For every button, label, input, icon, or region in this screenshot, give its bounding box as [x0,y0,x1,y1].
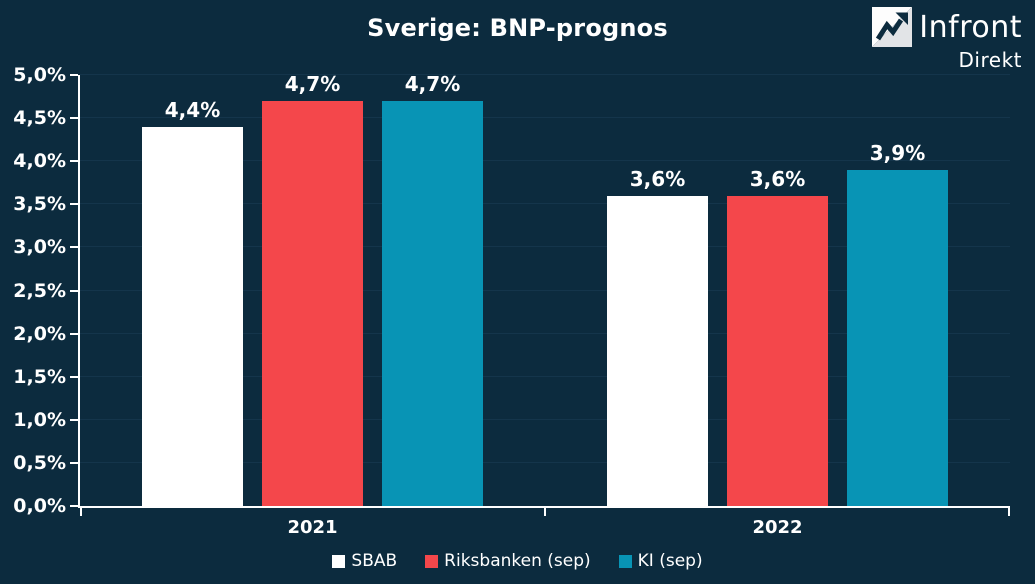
x-axis-tick [80,508,82,516]
bar-value-label: 4,7% [404,71,461,96]
y-axis-tick [70,418,78,421]
legend-marker-icon [332,554,346,568]
y-axis-tick [70,246,78,249]
legend-item-label: Riksbanken (sep) [444,551,591,571]
y-axis-tick-label: 1,0% [13,408,66,431]
y-axis-tick [70,289,78,292]
gridline [80,289,1010,291]
y-axis-tick-label: 5,0% [13,64,66,86]
bar-sbab-2022: 3,6% [607,167,708,506]
y-axis-tick [70,461,78,464]
gridline [80,160,1010,162]
y-axis-tick [70,117,78,120]
y-axis-tick [70,74,78,76]
y-axis-tick-label: 1,5% [13,365,66,388]
gridline [80,203,1010,205]
bar-ki-sep-2022: 3,9% [847,141,948,506]
y-axis-tick-label: 3,5% [13,193,66,216]
x-axis-tick [544,508,546,516]
legend-item-ki-sep: KI (sep) [618,551,703,571]
x-axis-category-label: 2022 [752,517,803,538]
gridline [80,332,1010,334]
gridline [80,461,1010,463]
bar-value-label: 3,9% [869,140,926,165]
gridline [80,74,1010,75]
legend: SBAB Riksbanken (sep) KI (sep) [0,551,1035,571]
legend-item-label: SBAB [351,551,398,571]
bar-riksbanken-sep-2022: 3,6% [727,167,828,506]
bar-group-2021: 4,4% 4,7% 4,7% [80,72,545,506]
chart-title: Sverige: BNP-prognos [367,14,668,42]
y-axis-tick-label: 0,5% [13,451,66,474]
y-axis-tick-label: 4,0% [13,150,66,173]
x-axis-category-label: 2021 [287,517,338,538]
y-axis-tick [70,375,78,378]
legend-item-riksbanken-sep: Riksbanken (sep) [425,551,591,571]
legend-marker-icon [618,554,632,568]
y-axis-tick-label: 2,5% [13,279,66,302]
legend-marker-icon [425,554,439,568]
y-axis-tick [70,203,78,206]
infront-logo-icon [872,7,913,47]
bar-group-2022: 3,6% 3,6% 3,9% [545,75,1010,506]
bar-riksbanken-sep-2021: 4,7% [262,72,363,506]
y-axis-tick-label: 4,5% [13,107,66,130]
bar-value-label: 3,6% [749,166,806,191]
logo-brand-text: Infront [919,9,1022,45]
legend-item-label: KI (sep) [637,551,703,571]
gridline [80,246,1010,248]
y-axis-tick-label: 0,0% [13,495,66,517]
bar-value-label: 4,4% [164,97,221,122]
y-axis-tick [70,160,78,163]
plot-area: 0,0% 0,5% 1,0% 1,5% 2,0% 2,5% 3,0% 3,5% 4,0% 4,5%… [13,65,1010,538]
y-axis-tick-label: 2,0% [13,322,66,345]
y-axis-tick-label: 3,0% [13,236,66,259]
bar-value-label: 3,6% [629,166,686,191]
y-axis-tick [70,505,78,507]
infront-direkt-logo: Infront Direkt [872,7,1022,72]
logo-sub-text: Direkt [958,48,1022,72]
y-axis-tick [70,332,78,335]
bar-value-label: 4,7% [284,71,341,96]
bar-ki-sep-2021: 4,7% [382,72,483,506]
gridline [80,418,1010,420]
gridline [80,375,1010,377]
x-axis-tick [1008,508,1010,516]
gridline [80,117,1010,119]
legend-item-sbab: SBAB [332,551,397,571]
bar-sbab-2021: 4,4% [142,98,243,506]
